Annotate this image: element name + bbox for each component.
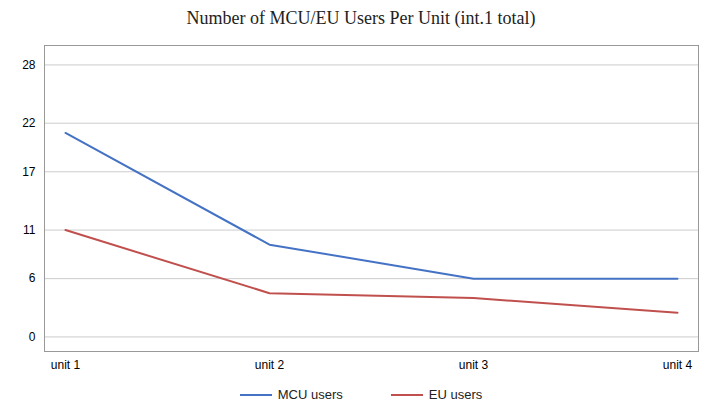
svg-text:17: 17 — [22, 165, 36, 179]
html-text:Number of MCU/EU Users Per Uni: Number of MCU/EU Users Per Unit (int.1 t… — [186, 8, 536, 28]
html-text:EU users: EU users — [428, 387, 483, 402]
svg-text:11: 11 — [23, 223, 36, 237]
svg-text:22: 22 — [22, 116, 36, 130]
html-text:MCU users: MCU users — [277, 387, 343, 402]
svg-text:unit 4: unit 4 — [663, 358, 693, 372]
svg-text:unit 1: unit 1 — [51, 358, 81, 372]
svg-text:unit 2: unit 2 — [255, 358, 285, 372]
svg-text:6: 6 — [29, 271, 36, 285]
svg-text:0: 0 — [29, 330, 36, 344]
svg-text:unit 3: unit 3 — [459, 358, 489, 372]
svg-text:28: 28 — [22, 58, 36, 72]
